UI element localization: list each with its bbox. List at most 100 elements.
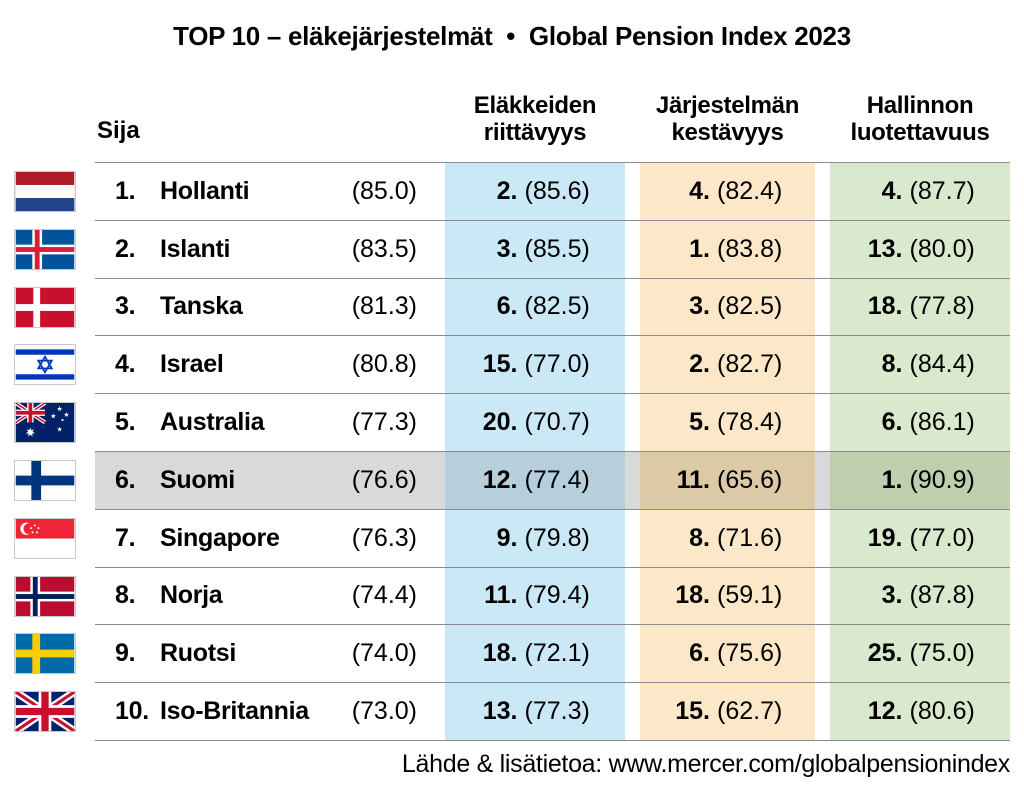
adequacy-rank: 6. — [496, 292, 518, 321]
table-row: 4. Israel (80.8) 15. (77.0) 2. (82.7) 8.… — [14, 336, 1010, 395]
column-header-adequacy-line2: riittävyys — [483, 119, 587, 146]
uk-flag-icon — [14, 691, 76, 733]
adequacy-score: (79.4) — [524, 581, 590, 610]
sustainability-cell: 11. (65.6) — [640, 451, 815, 509]
sustainability-score: (82.4) — [717, 176, 783, 205]
adequacy-cell: 12. (77.4) — [445, 451, 625, 509]
adequacy-rank: 12. — [482, 465, 518, 494]
sustainability-cell: 4. (82.4) — [640, 163, 815, 220]
country-name: Ruotsi — [160, 639, 236, 668]
rank-number: 1. — [115, 176, 136, 205]
column-header-integrity-line2: luotettavuus — [850, 119, 990, 146]
integrity-score: (84.4) — [909, 350, 975, 379]
adequacy-rank: 20. — [482, 408, 518, 437]
rank-number: 3. — [115, 292, 136, 321]
sustainability-score: (83.8) — [717, 234, 783, 263]
integrity-rank: 8. — [881, 350, 903, 379]
rank-number: 7. — [115, 523, 136, 552]
column-gap — [625, 625, 640, 682]
sustainability-score: (75.6) — [717, 639, 783, 668]
ranking-table: 1. Hollanti (85.0) 2. (85.6) 4. (82.4) 4… — [14, 162, 1010, 741]
table-row: 2. Islanti (83.5) 3. (85.5) 1. (83.8) 13… — [14, 220, 1010, 279]
table-header: Sija Eläkkeiden riittävyys Järjestelmän … — [0, 90, 1024, 148]
integrity-score: (90.9) — [909, 465, 975, 494]
table-row: 6. Suomi (76.6) 12. (77.4) 11. (65.6) 1.… — [14, 451, 1010, 510]
adequacy-rank: 18. — [482, 639, 518, 668]
country-name: Suomi — [160, 465, 235, 494]
column-header-sustainability-line2: kestävyys — [671, 119, 784, 146]
total-score: (76.3) — [351, 523, 417, 552]
column-header-sija: Sija — [97, 117, 140, 144]
singapore-flag-icon — [14, 517, 76, 559]
total-score: (83.5) — [351, 234, 417, 263]
integrity-score: (75.0) — [909, 639, 975, 668]
table-row: 1. Hollanti (85.0) 2. (85.6) 4. (82.4) 4… — [14, 163, 1010, 221]
adequacy-cell: 9. (79.8) — [445, 509, 625, 567]
column-gap — [625, 510, 640, 567]
sustainability-rank: 15. — [675, 697, 710, 726]
integrity-cell: 25. (75.0) — [830, 625, 1010, 683]
sustainability-cell: 15. (62.7) — [640, 683, 815, 740]
sustainability-rank: 4. — [689, 176, 710, 205]
adequacy-cell: 2. (85.6) — [445, 163, 625, 220]
country-name: Norja — [160, 581, 223, 610]
total-score: (76.6) — [351, 465, 417, 494]
integrity-rank: 13. — [867, 234, 903, 263]
column-gap — [625, 336, 640, 393]
sustainability-cell: 8. (71.6) — [640, 509, 815, 567]
table-row: 7. Singapore (76.3) 9. (79.8) 8. (71.6) … — [14, 509, 1010, 568]
integrity-score: (87.7) — [909, 176, 975, 205]
integrity-cell: 6. (86.1) — [830, 394, 1010, 451]
integrity-rank: 18. — [867, 292, 903, 321]
adequacy-rank: 3. — [496, 234, 518, 263]
sustainability-rank: 6. — [689, 639, 710, 668]
sustainability-rank: 18. — [675, 581, 710, 610]
integrity-score: (86.1) — [909, 408, 975, 437]
sustainability-score: (82.5) — [717, 292, 783, 321]
sustainability-cell: 2. (82.7) — [640, 336, 815, 394]
table-row: 8. Norja (74.4) 11. (79.4) 18. (59.1) 3.… — [14, 567, 1010, 626]
column-header-adequacy: Eläkkeiden riittävyys — [445, 92, 625, 146]
sustainability-score: (78.4) — [717, 408, 783, 437]
country-name: Islanti — [160, 234, 231, 263]
iceland-flag-icon — [14, 228, 76, 270]
column-gap — [815, 221, 830, 278]
integrity-rank: 19. — [867, 523, 903, 552]
adequacy-cell: 20. (70.7) — [445, 394, 625, 451]
israel-flag-icon — [14, 344, 76, 386]
table-row: 3. Tanska (81.3) 6. (82.5) 3. (82.5) 18.… — [14, 278, 1010, 337]
integrity-cell: 1. (90.9) — [830, 451, 1010, 509]
adequacy-score: (82.5) — [524, 292, 590, 321]
rank-number: 9. — [115, 639, 136, 668]
table-row: 10. Iso-Britannia (73.0) 13. (77.3) 15. … — [14, 683, 1010, 741]
column-header-sustainability-line1: Järjestelmän — [655, 92, 800, 119]
column-header-integrity: Hallinnon luotettavuus — [830, 92, 1010, 146]
integrity-cell: 19. (77.0) — [830, 509, 1010, 567]
integrity-cell: 8. (84.4) — [830, 336, 1010, 394]
country-name: Tanska — [160, 292, 243, 321]
country-name: Hollanti — [160, 176, 250, 205]
integrity-rank: 4. — [881, 176, 903, 205]
adequacy-cell: 18. (72.1) — [445, 625, 625, 683]
column-gap — [815, 452, 830, 509]
column-gap — [815, 510, 830, 567]
total-score: (85.0) — [351, 176, 417, 205]
adequacy-score: (77.4) — [524, 465, 590, 494]
column-gap — [815, 163, 830, 220]
sustainability-cell: 3. (82.5) — [640, 278, 815, 336]
integrity-rank: 6. — [881, 408, 903, 437]
adequacy-score: (72.1) — [524, 639, 590, 668]
integrity-cell: 18. (77.8) — [830, 278, 1010, 336]
adequacy-score: (79.8) — [524, 523, 590, 552]
integrity-score: (80.0) — [909, 234, 975, 263]
sustainability-score: (71.6) — [717, 523, 783, 552]
integrity-score: (80.6) — [909, 697, 975, 726]
adequacy-score: (77.0) — [524, 350, 590, 379]
total-score: (74.4) — [351, 581, 417, 610]
sustainability-cell: 18. (59.1) — [640, 567, 815, 625]
integrity-cell: 12. (80.6) — [830, 683, 1010, 740]
country-name: Israel — [160, 350, 224, 379]
column-gap — [815, 568, 830, 625]
adequacy-rank: 11. — [484, 581, 518, 610]
adequacy-cell: 3. (85.5) — [445, 220, 625, 278]
